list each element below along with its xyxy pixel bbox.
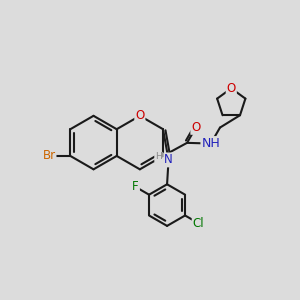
Text: H: H (155, 152, 162, 161)
Text: Br: Br (42, 149, 56, 162)
Text: NH: NH (201, 137, 220, 150)
Text: O: O (191, 121, 200, 134)
Text: O: O (227, 82, 236, 95)
Text: Cl: Cl (193, 217, 204, 230)
Text: N: N (164, 153, 173, 167)
Text: O: O (135, 109, 145, 122)
Text: F: F (132, 181, 139, 194)
